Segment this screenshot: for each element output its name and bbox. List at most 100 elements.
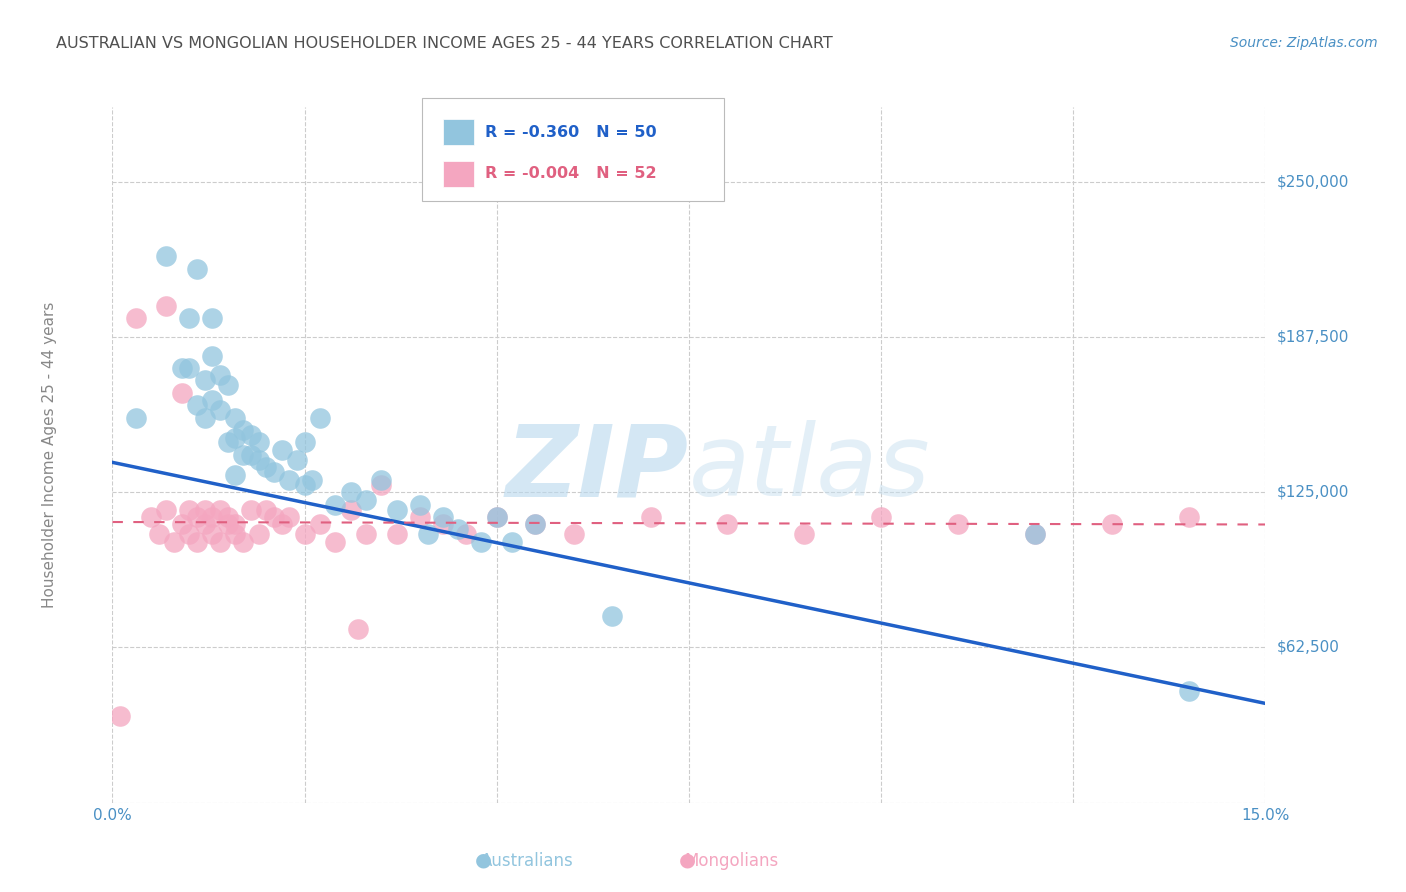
Point	[470, 535, 492, 549]
Text: ●: ●	[679, 851, 696, 870]
Text: R = -0.004   N = 52: R = -0.004 N = 52	[485, 167, 657, 181]
Point	[186, 535, 208, 549]
Point	[186, 510, 208, 524]
Point	[1101, 517, 1123, 532]
Point	[325, 535, 347, 549]
Point	[254, 460, 277, 475]
Point	[108, 708, 131, 723]
Point	[285, 453, 308, 467]
Point	[270, 442, 292, 457]
Point	[124, 410, 146, 425]
Point	[224, 517, 246, 532]
Point	[194, 410, 217, 425]
Point	[501, 535, 523, 549]
Text: Mongolians: Mongolians	[683, 852, 779, 870]
Point	[224, 410, 246, 425]
Point	[155, 249, 177, 263]
Point	[485, 510, 508, 524]
Point	[209, 368, 232, 383]
Point	[454, 527, 477, 541]
Text: ●: ●	[475, 851, 492, 870]
Point	[325, 498, 347, 512]
Point	[254, 502, 277, 516]
Point	[485, 510, 508, 524]
Point	[232, 423, 254, 437]
Point	[224, 467, 246, 482]
Text: Source: ZipAtlas.com: Source: ZipAtlas.com	[1230, 36, 1378, 50]
Point	[793, 527, 815, 541]
Point	[194, 502, 217, 516]
Point	[209, 502, 232, 516]
Text: AUSTRALIAN VS MONGOLIAN HOUSEHOLDER INCOME AGES 25 - 44 YEARS CORRELATION CHART: AUSTRALIAN VS MONGOLIAN HOUSEHOLDER INCO…	[56, 36, 832, 51]
Point	[278, 510, 301, 524]
Point	[179, 361, 201, 376]
Point	[524, 517, 547, 532]
Point	[270, 517, 292, 532]
Point	[209, 535, 232, 549]
Text: $62,500: $62,500	[1277, 640, 1340, 655]
Point	[179, 527, 201, 541]
Point	[347, 622, 370, 636]
Point	[409, 510, 432, 524]
Point	[409, 498, 432, 512]
Point	[354, 492, 377, 507]
Point	[201, 393, 224, 408]
Point	[201, 349, 224, 363]
Point	[217, 510, 239, 524]
Point	[432, 510, 454, 524]
Text: $187,500: $187,500	[1277, 329, 1348, 344]
Point	[524, 517, 547, 532]
Point	[155, 502, 177, 516]
Point	[148, 527, 170, 541]
Point	[1024, 527, 1046, 541]
Text: ZIP: ZIP	[506, 420, 689, 517]
Point	[339, 502, 361, 516]
Point	[600, 609, 623, 624]
Point	[562, 527, 585, 541]
Text: Householder Income Ages 25 - 44 years: Householder Income Ages 25 - 44 years	[42, 301, 56, 608]
Point	[209, 403, 232, 417]
Point	[217, 378, 239, 392]
Point	[385, 502, 408, 516]
Point	[239, 448, 262, 462]
Point	[1177, 684, 1199, 698]
Point	[186, 261, 208, 276]
Point	[247, 527, 270, 541]
Point	[155, 299, 177, 313]
Point	[716, 517, 738, 532]
Point	[239, 428, 262, 442]
Point	[224, 431, 246, 445]
Point	[201, 510, 224, 524]
Point	[385, 527, 408, 541]
Point	[163, 535, 186, 549]
Point	[640, 510, 662, 524]
Point	[1024, 527, 1046, 541]
Text: Australians: Australians	[481, 852, 574, 870]
Point	[294, 527, 316, 541]
Point	[194, 517, 217, 532]
Point	[294, 435, 316, 450]
Point	[239, 502, 262, 516]
Point	[170, 361, 193, 376]
Point	[247, 453, 270, 467]
Point	[432, 517, 454, 532]
Point	[339, 485, 361, 500]
Point	[124, 311, 146, 326]
Text: $250,000: $250,000	[1277, 174, 1348, 189]
Point	[217, 435, 239, 450]
Point	[416, 527, 439, 541]
Text: atlas: atlas	[689, 420, 931, 517]
Point	[186, 398, 208, 412]
Point	[179, 502, 201, 516]
Point	[170, 517, 193, 532]
Point	[1177, 510, 1199, 524]
Point	[946, 517, 969, 532]
Point	[139, 510, 162, 524]
Point	[309, 517, 332, 532]
Text: $125,000: $125,000	[1277, 484, 1348, 500]
Point	[263, 510, 285, 524]
Point	[201, 527, 224, 541]
Point	[224, 527, 246, 541]
Point	[170, 385, 193, 400]
Point	[194, 373, 217, 387]
